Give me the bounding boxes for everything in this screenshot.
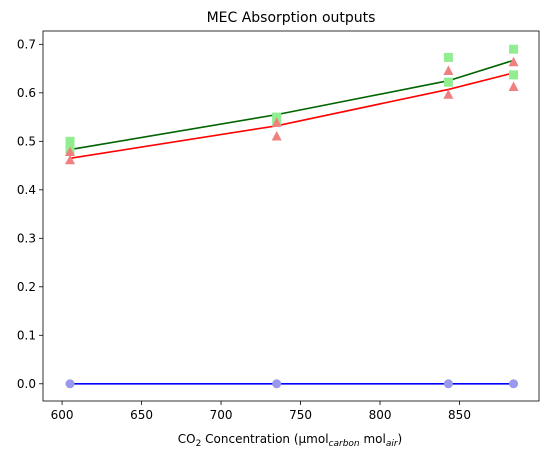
chart-title: MEC Absorption outputs bbox=[207, 10, 376, 26]
fit-lines bbox=[69, 59, 514, 385]
fit-line bbox=[69, 72, 514, 160]
y-tick-label: 0.2 bbox=[17, 280, 36, 294]
square-marker bbox=[509, 44, 519, 54]
x-axis-label-middle: Concentration (µmol bbox=[201, 432, 328, 446]
square-marker bbox=[272, 112, 282, 122]
triangle-marker bbox=[271, 130, 282, 141]
square-marker bbox=[443, 77, 453, 87]
circle-marker bbox=[509, 379, 519, 389]
y-axis-ticks: 0.0 0.1 0.2 0.3 0.4 0.5 0.6 0.7 bbox=[17, 37, 43, 391]
triangle-marker bbox=[443, 89, 454, 99]
triangle-marker bbox=[271, 117, 282, 127]
data-markers bbox=[65, 44, 519, 389]
x-axis-label-air-subscript: air bbox=[386, 439, 399, 449]
square-marker bbox=[509, 70, 519, 80]
x-tick-label: 850 bbox=[448, 408, 471, 422]
x-axis-label-co2-subscript: 2 bbox=[196, 439, 202, 449]
triangle-marker bbox=[508, 81, 519, 92]
triangle-marker bbox=[65, 146, 76, 156]
x-axis-label-carbon-subscript: carbon bbox=[329, 439, 360, 449]
x-tick-label: 700 bbox=[210, 408, 233, 422]
y-tick-label: 0.6 bbox=[17, 86, 36, 100]
square-marker bbox=[443, 52, 453, 62]
x-tick-label: 600 bbox=[51, 408, 74, 422]
square-marker bbox=[65, 136, 75, 146]
x-axis-ticks: 600 650 700 750 800 850 bbox=[51, 401, 471, 422]
y-tick-label: 0.0 bbox=[17, 377, 36, 391]
circle-marker bbox=[272, 379, 282, 389]
circle-marker bbox=[443, 379, 453, 389]
x-tick-label: 800 bbox=[369, 408, 392, 422]
x-axis-label: CO2 Concentration (µmolcarbon molair) bbox=[178, 432, 402, 449]
triangle-marker bbox=[443, 65, 454, 76]
y-tick-label: 0.4 bbox=[17, 183, 36, 197]
y-tick-label: 0.7 bbox=[17, 37, 36, 51]
triangle-marker bbox=[65, 154, 76, 165]
y-tick-label: 0.5 bbox=[17, 134, 36, 148]
y-tick-label: 0.3 bbox=[17, 231, 36, 245]
plot-frame bbox=[42, 30, 540, 402]
y-tick-label: 0.1 bbox=[17, 328, 36, 342]
fit-line bbox=[69, 59, 514, 151]
x-tick-label: 650 bbox=[130, 408, 153, 422]
x-axis-label-suffix: ) bbox=[398, 432, 403, 446]
x-tick-label: 750 bbox=[289, 408, 312, 422]
x-axis-label-mol: mol bbox=[360, 432, 386, 446]
circle-marker bbox=[65, 379, 75, 389]
x-axis-label-prefix: CO bbox=[178, 432, 196, 446]
triangle-marker bbox=[508, 56, 519, 67]
